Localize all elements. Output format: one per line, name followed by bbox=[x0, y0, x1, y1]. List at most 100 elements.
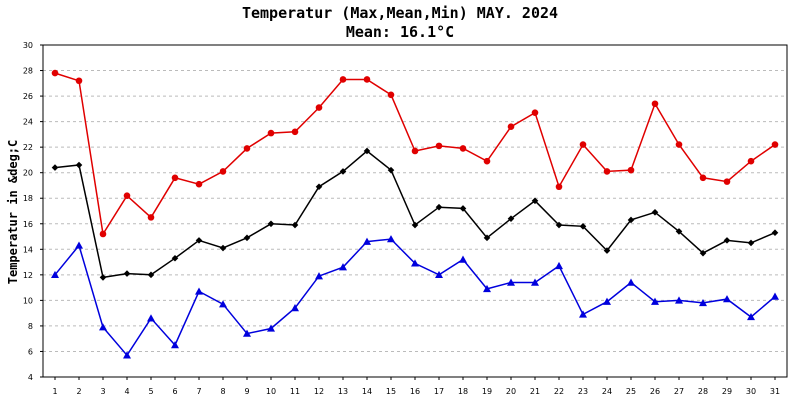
x-tick-layer: 1 2 3 4 5 6 7 8 9 10 11 12 13 14 15 16 17 18 19 20 21 22 23 24 2… bbox=[52, 377, 780, 396]
data-point-max bbox=[75, 77, 83, 85]
data-point-max bbox=[219, 168, 227, 175]
data-point-max bbox=[627, 166, 635, 174]
x-tick-label: 19 bbox=[482, 387, 492, 396]
y-tick-label: 26 bbox=[23, 92, 33, 101]
data-point-min bbox=[219, 300, 227, 308]
x-tick-label: 17 bbox=[434, 387, 444, 396]
x-tick-label: 9 bbox=[244, 387, 249, 396]
data-point-mean bbox=[147, 271, 155, 279]
data-point-max bbox=[747, 157, 755, 165]
data-point-max bbox=[99, 230, 107, 238]
series-layer bbox=[51, 69, 779, 359]
data-point-min bbox=[459, 255, 467, 263]
data-point-max bbox=[675, 141, 683, 148]
data-point-min bbox=[171, 341, 179, 349]
data-point-max bbox=[723, 178, 731, 185]
data-point-mean bbox=[219, 244, 227, 252]
data-point-mean bbox=[291, 221, 299, 229]
chart-title: Temperatur (Max,Mean,Min) MAY. 2024 bbox=[242, 4, 558, 22]
data-point-min bbox=[675, 296, 683, 304]
y-tick-label: 22 bbox=[23, 143, 33, 152]
data-point-mean bbox=[675, 228, 683, 235]
data-point-mean bbox=[363, 147, 371, 155]
y-tick-label: 20 bbox=[23, 169, 33, 178]
data-point-min bbox=[243, 329, 251, 337]
x-tick-label: 14 bbox=[362, 387, 372, 396]
series-max bbox=[51, 69, 779, 238]
data-point-max bbox=[771, 141, 779, 148]
data-point-min bbox=[483, 284, 491, 293]
x-tick-label: 16 bbox=[410, 387, 420, 396]
data-point-min bbox=[555, 261, 563, 270]
data-point-min bbox=[627, 278, 635, 286]
y-tick-label: 12 bbox=[23, 271, 33, 280]
data-point-mean bbox=[243, 234, 251, 242]
y-tick-label: 4 bbox=[28, 373, 33, 382]
x-tick-label: 11 bbox=[290, 387, 300, 396]
data-point-mean bbox=[99, 274, 107, 281]
data-point-min bbox=[51, 270, 59, 279]
data-point-mean bbox=[771, 229, 779, 237]
data-point-min bbox=[339, 263, 347, 271]
y-tick-label: 28 bbox=[23, 67, 33, 76]
data-point-max bbox=[147, 214, 155, 221]
x-tick-label: 15 bbox=[386, 387, 396, 396]
data-point-mean bbox=[387, 166, 395, 174]
data-point-max bbox=[387, 91, 395, 99]
data-point-min bbox=[723, 295, 731, 303]
data-point-mean bbox=[459, 205, 467, 212]
data-point-min bbox=[75, 241, 83, 249]
data-point-mean bbox=[579, 223, 587, 230]
data-point-max bbox=[435, 142, 443, 150]
series-min bbox=[51, 235, 779, 359]
data-point-max bbox=[243, 145, 251, 152]
data-point-mean bbox=[171, 254, 179, 262]
data-point-max bbox=[363, 76, 371, 83]
x-tick-label: 6 bbox=[172, 387, 177, 396]
grid-layer bbox=[43, 70, 787, 352]
x-tick-label: 29 bbox=[722, 387, 732, 396]
data-point-mean bbox=[699, 249, 707, 257]
data-point-mean bbox=[483, 234, 491, 242]
x-tick-label: 3 bbox=[100, 387, 105, 396]
data-point-min bbox=[651, 297, 659, 305]
y-tick-label: 16 bbox=[23, 220, 33, 229]
data-point-max bbox=[195, 180, 203, 188]
x-tick-label: 8 bbox=[220, 387, 225, 396]
data-point-max bbox=[651, 100, 659, 108]
x-tick-label: 25 bbox=[626, 387, 636, 396]
data-point-max bbox=[291, 128, 299, 136]
data-point-max bbox=[555, 183, 563, 191]
x-tick-label: 4 bbox=[124, 387, 129, 396]
x-tick-label: 26 bbox=[650, 387, 660, 396]
data-point-mean bbox=[315, 183, 323, 191]
data-point-max bbox=[459, 145, 467, 152]
data-point-mean bbox=[507, 215, 515, 222]
data-point-min bbox=[291, 304, 299, 312]
data-point-mean bbox=[531, 197, 539, 205]
data-point-min bbox=[99, 323, 107, 331]
data-point-max bbox=[123, 192, 131, 199]
data-point-max bbox=[339, 76, 347, 83]
y-axis-label: Temperatur in &deg;C bbox=[6, 140, 20, 285]
data-point-max bbox=[315, 104, 323, 111]
y-tick-label: 30 bbox=[23, 41, 33, 50]
data-point-max bbox=[171, 174, 179, 182]
x-tick-label: 30 bbox=[746, 387, 756, 396]
x-tick-label: 2 bbox=[76, 387, 81, 396]
data-point-mean bbox=[603, 247, 611, 254]
data-point-max bbox=[51, 69, 59, 77]
data-point-max bbox=[267, 129, 275, 137]
y-tick-label: 14 bbox=[23, 245, 33, 254]
x-tick-label: 18 bbox=[458, 387, 468, 396]
x-tick-label: 21 bbox=[530, 387, 540, 396]
data-point-min bbox=[579, 310, 587, 318]
data-point-mean bbox=[747, 239, 755, 247]
x-tick-label: 24 bbox=[602, 387, 612, 396]
data-point-min bbox=[363, 237, 371, 245]
data-point-mean bbox=[123, 270, 131, 277]
y-tick-layer: 4 6 8 10 12 14 16 18 20 22 24 26 28 30 bbox=[23, 41, 43, 382]
data-point-mean bbox=[651, 208, 659, 216]
data-point-min bbox=[387, 235, 395, 243]
data-point-max bbox=[531, 109, 539, 116]
